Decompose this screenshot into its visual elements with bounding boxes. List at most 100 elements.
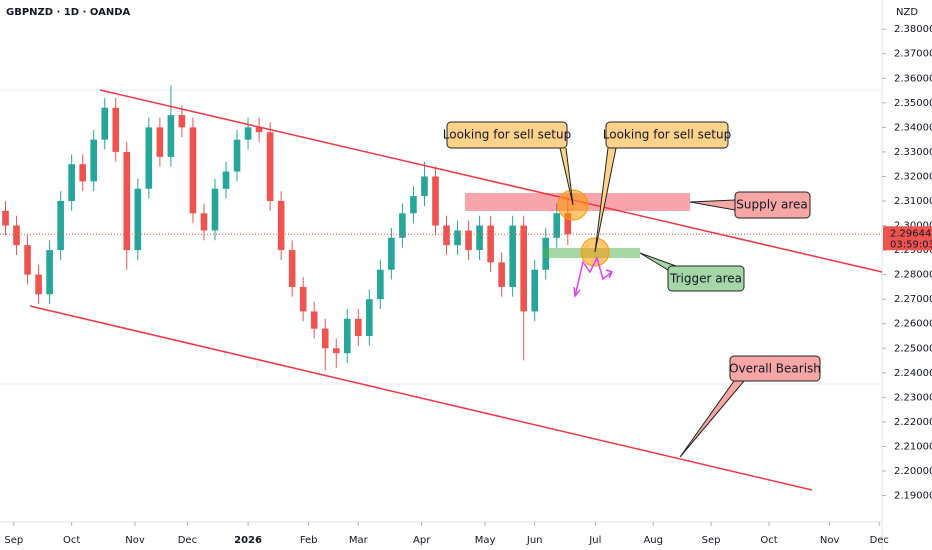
- callout-box: [446, 121, 568, 149]
- candle-body: [288, 250, 296, 287]
- x-tick-label: Oct: [63, 535, 80, 546]
- x-tick-label: Nov: [125, 535, 145, 546]
- candle-body: [487, 225, 494, 263]
- candle-body: [90, 139, 98, 182]
- candle-body: [343, 318, 351, 354]
- candle-body: [399, 213, 406, 238]
- y-tick-label: 2.37000: [894, 49, 932, 60]
- candle-body: [520, 225, 527, 312]
- callout-pointer: [679, 380, 745, 458]
- callout-text: Trigger area: [669, 272, 742, 286]
- callout-text: Overall Bearish: [729, 362, 821, 376]
- axes: 2.19000 2.20000 2.21000 2.22000 2.23000 2.240…: [0, 24, 932, 546]
- x-tick-label: Oct: [760, 535, 777, 546]
- candle-body: [178, 115, 186, 128]
- candle-body: [421, 176, 428, 197]
- callout-text: Supply area: [736, 198, 807, 212]
- candle-body: [388, 237, 395, 270]
- arrow-head: [573, 286, 581, 298]
- x-tick-label: Mar: [349, 535, 369, 546]
- channel-top: [99, 89, 883, 273]
- symbol-title: GBPNZD · 1D · OANDA: [6, 7, 131, 18]
- candle-body: [355, 318, 362, 336]
- callout-pointer: [639, 252, 677, 271]
- x-tick-label: Nov: [820, 535, 840, 546]
- y-tick-label: 2.27000: [894, 294, 932, 305]
- x-tick-label: Jun: [526, 535, 543, 546]
- candle-body: [145, 127, 153, 189]
- candle-body: [498, 262, 505, 287]
- y-tick-label: 2.28000: [894, 270, 932, 281]
- candle-body: [112, 107, 120, 152]
- x-tick-label: Dec: [178, 535, 197, 546]
- x-tick-label: May: [475, 535, 496, 546]
- candle-body: [222, 171, 230, 189]
- channel-bottom: [29, 305, 813, 491]
- y-tick-label: 2.33000: [894, 147, 932, 158]
- x-tick-label: Dec: [870, 535, 889, 546]
- candle-body: [321, 328, 329, 349]
- callout-box: [729, 355, 821, 382]
- x-tick-label: Aug: [643, 535, 663, 546]
- candle-body: [35, 274, 42, 295]
- candle-body: [211, 188, 219, 231]
- candle-body: [465, 230, 472, 251]
- candle-body: [299, 286, 307, 312]
- candle-body: [553, 213, 561, 238]
- currency-label: NZD: [896, 7, 918, 18]
- candle-body: [13, 225, 20, 246]
- arrow-head: [605, 269, 614, 279]
- y-tick-label: 2.35000: [894, 98, 932, 109]
- x-tick-label: Feb: [300, 535, 318, 546]
- candle-body: [410, 196, 417, 214]
- candle-body: [189, 127, 197, 214]
- candle-body: [24, 245, 31, 275]
- x-tick-label: Sep: [702, 535, 721, 546]
- callout-text: Looking for sell setup: [603, 128, 731, 142]
- y-tick-label: 2.31000: [894, 196, 932, 207]
- last-price-label: 2.29644: [890, 228, 931, 239]
- candle-body: [277, 201, 285, 251]
- candle-body: [366, 299, 373, 336]
- x-tick-label: 2026: [234, 535, 262, 546]
- y-tick-label: 2.34000: [894, 122, 932, 133]
- callout-pointer: [559, 147, 574, 206]
- candle-body: [46, 250, 53, 295]
- candle-body: [443, 225, 450, 246]
- candle-body: [432, 176, 439, 226]
- candle-body: [332, 348, 340, 354]
- candle-body: [377, 269, 384, 300]
- candle-body: [266, 132, 274, 202]
- callout-box: [734, 191, 811, 219]
- y-tick-label: 2.24000: [894, 368, 932, 379]
- y-tick-label: 2.38000: [894, 24, 932, 35]
- y-tick-label: 2.23000: [894, 392, 932, 403]
- candle-body: [531, 269, 539, 312]
- callout-pointer: [594, 147, 617, 253]
- y-tick-label: 2.21000: [894, 441, 932, 452]
- y-tick-label: 2.26000: [894, 319, 932, 330]
- x-tick-label: Jul: [588, 535, 601, 546]
- y-tick-label: 2.20000: [894, 466, 932, 477]
- candle-body: [244, 127, 252, 140]
- drawings: Looking for sell setup Looking for sell …: [29, 89, 883, 491]
- candle-body: [509, 225, 516, 287]
- candle-body: [2, 210, 9, 226]
- frame: [0, 0, 883, 550]
- y-tick-label: 2.19000: [894, 491, 932, 502]
- candle-body: [134, 188, 142, 251]
- y-tick-label: 2.36000: [894, 73, 932, 84]
- last-price-tag: [883, 226, 932, 251]
- callout-text: Looking for sell setup: [443, 128, 571, 142]
- x-tick-label: Sep: [4, 535, 23, 546]
- countdown-label: 03:59:03: [890, 239, 932, 250]
- projection-path: [574, 255, 613, 297]
- candle-body: [200, 213, 208, 231]
- x-tick-label: Apr: [413, 535, 431, 546]
- candle-body: [476, 225, 483, 251]
- y-tick-label: 2.25000: [894, 343, 932, 354]
- y-tick-label: 2.30000: [894, 221, 932, 232]
- candle-body: [123, 151, 131, 251]
- candle-body: [564, 213, 572, 235]
- callout-pointer: [689, 199, 736, 211]
